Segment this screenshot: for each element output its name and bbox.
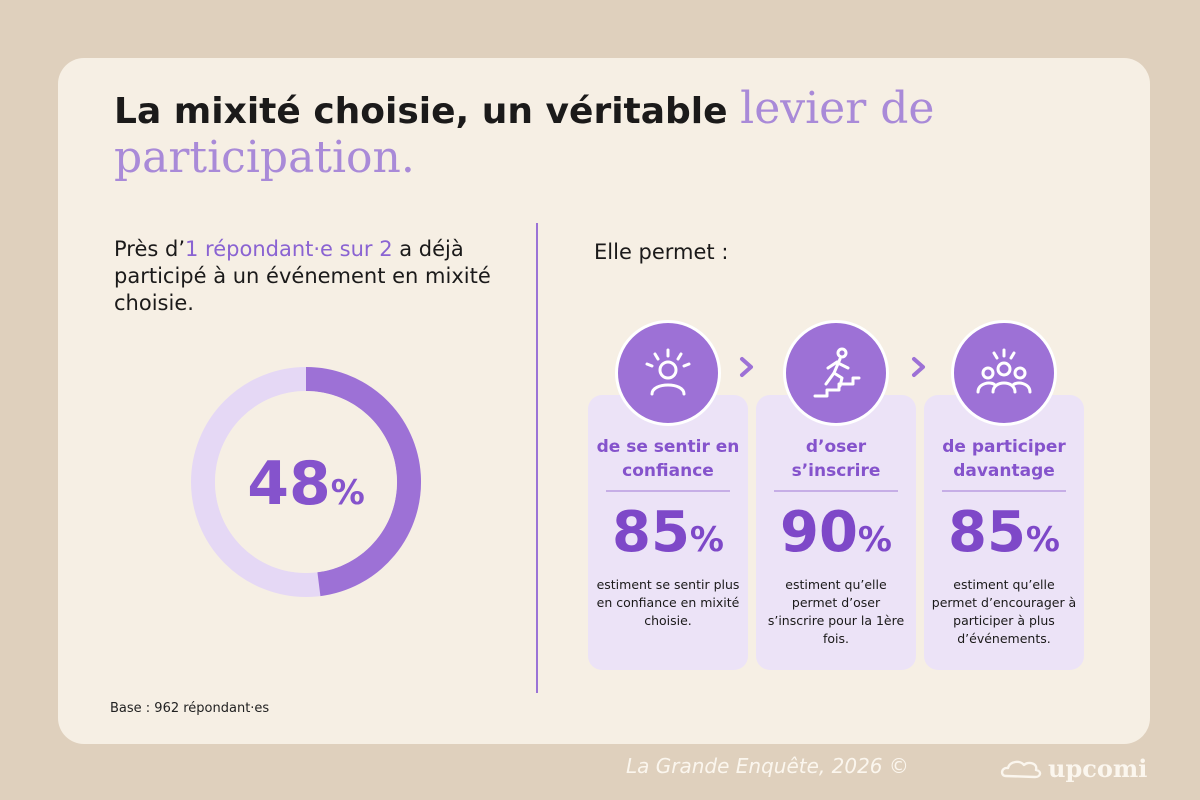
benefit-description: estiment qu’elle permet d’oser s’inscrir…	[767, 577, 905, 646]
benefit-heading: de participer davantage	[942, 437, 1066, 481]
title-bold: La mixité choisie, un véritable	[114, 91, 728, 132]
vertical-divider	[536, 223, 538, 693]
benefit-icon-circle	[615, 320, 721, 426]
percent-value: 85	[947, 500, 1026, 565]
benefit-description: estiment qu’elle permet d’encourager à p…	[931, 577, 1077, 646]
chevron-right-icon	[912, 357, 925, 377]
stairs-climbing-icon	[813, 347, 861, 398]
cloud-logo-icon	[1000, 760, 1042, 778]
donut-value-arc	[305, 367, 421, 597]
donut-number: 48	[247, 449, 331, 519]
percent-symbol: %	[1025, 520, 1060, 560]
benefit-rule	[774, 490, 898, 492]
lead-before: Près d’	[114, 237, 186, 261]
benefit-description: estiment se sentir plus en confiance en …	[596, 577, 740, 628]
percent-symbol: %	[857, 520, 892, 560]
percent-value: 90	[779, 500, 858, 565]
group-people-icon	[976, 348, 1032, 394]
percent-value: 85	[611, 500, 690, 565]
benefit-card-confidence: de se sentir en confiance 85% estiment s…	[588, 320, 748, 670]
benefit-rule	[606, 490, 730, 492]
benefit-icon-circle	[783, 320, 889, 426]
benefit-card-participate: de participer davantage 85% estiment qu’…	[924, 320, 1084, 670]
footer-credit: La Grande Enquête, 2026 ©	[626, 754, 909, 778]
lead-after: a déjà participé à un événement en mixit…	[114, 237, 491, 315]
benefit-box	[588, 395, 748, 670]
idea-person-icon	[645, 348, 691, 396]
chevron-right-icon	[740, 357, 753, 377]
permet-label: Elle permet :	[594, 240, 729, 264]
title-accent: levier de participation.	[114, 83, 935, 183]
benefit-percent: 90%	[756, 500, 916, 573]
base-note: Base : 962 répondant·es	[110, 701, 270, 716]
donut-hole	[215, 391, 397, 573]
benefit-box	[924, 395, 1084, 670]
benefit-heading: d’oser s’inscrire	[791, 437, 881, 481]
benefit-heading: de se sentir en confiance	[596, 437, 740, 481]
benefit-icon-circle	[951, 320, 1057, 426]
lead-text: Près d’1 répondant·e sur 2 a déjà partic…	[114, 236, 514, 317]
percent-symbol: %	[689, 520, 724, 560]
donut-label: 48%	[247, 449, 365, 519]
lead-highlight: 1 répondant·e sur 2	[185, 237, 393, 261]
donut-symbol: %	[331, 473, 365, 513]
benefit-percent: 85%	[588, 500, 748, 573]
donut-chart: 48%	[191, 367, 421, 597]
benefit-card-register: d’oser s’inscrire 90% estiment qu’elle p…	[756, 320, 916, 670]
benefit-box	[756, 395, 916, 670]
logo-text: upcomi	[1048, 754, 1148, 783]
infographic-card: La mixité choisie, un véritable levier d…	[58, 58, 1150, 744]
benefit-rule	[942, 490, 1066, 492]
page-title: La mixité choisie, un véritable levier d…	[114, 86, 1074, 184]
benefit-percent: 85%	[924, 500, 1084, 573]
brand-logo: upcomi	[1000, 754, 1147, 783]
